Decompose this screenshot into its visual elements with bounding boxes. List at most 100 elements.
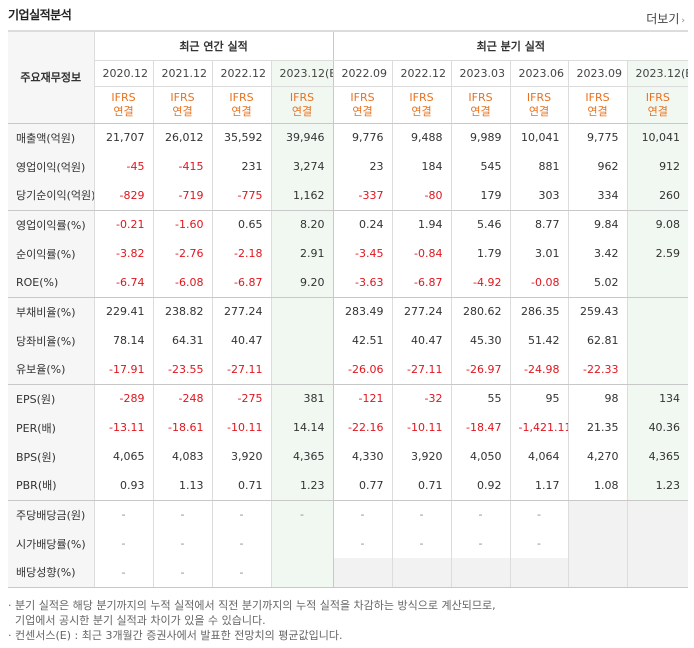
value-cell: 4,270 bbox=[567, 442, 628, 471]
value-cell: 286.35 bbox=[509, 297, 569, 326]
accounting-standard: IFRS 연결 bbox=[391, 86, 452, 124]
value-cell: - bbox=[211, 529, 271, 558]
value-cell: 134 bbox=[626, 384, 689, 413]
standard-ifrs: IFRS bbox=[645, 90, 670, 104]
table-row: ROE(%) -6.74 -6.08 -6.87 9.20 -3.63 -6.87 -4.92… bbox=[8, 268, 689, 298]
value-cell: 9.84 bbox=[567, 210, 628, 239]
value-cell: 4,330 bbox=[332, 442, 393, 471]
value-cell: -17.91 bbox=[93, 355, 153, 385]
standard-ifrs: IFRS bbox=[229, 90, 254, 104]
value-cell: 0.77 bbox=[332, 471, 393, 501]
value-cell: - bbox=[509, 500, 569, 529]
value-cell: -26.97 bbox=[450, 355, 511, 385]
value-cell: - bbox=[509, 529, 569, 558]
table-row: EPS(원) -289 -248 -275 381 -121 -32 55 95 98 134 bbox=[8, 384, 689, 413]
more-link[interactable]: 더보기 › bbox=[646, 10, 685, 27]
value-cell bbox=[626, 326, 689, 355]
value-cell: -45 bbox=[93, 152, 153, 181]
value-cell: 5.46 bbox=[450, 210, 511, 239]
value-cell: 912 bbox=[626, 152, 689, 181]
accounting-standard: IFRS 연결 bbox=[626, 86, 689, 124]
table-row: 시가배당률(%) - - - - - - - bbox=[8, 529, 689, 558]
period-header: 2023.03 bbox=[450, 60, 511, 87]
value-cell: 40.47 bbox=[211, 326, 271, 355]
value-cell: -3.82 bbox=[93, 239, 153, 268]
footnote-line: · 컨센서스(E) : 최근 3개월간 증권사에서 발표한 전망치의 평균값입니… bbox=[8, 629, 343, 642]
value-cell: 3,920 bbox=[211, 442, 271, 471]
value-cell: 1.13 bbox=[152, 471, 212, 501]
row-label: 주당배당금(원) bbox=[8, 500, 94, 529]
value-cell: 3,274 bbox=[270, 152, 334, 181]
value-cell: - bbox=[152, 558, 212, 588]
value-cell: 4,050 bbox=[450, 442, 511, 471]
period-header: 2021.12 bbox=[152, 60, 212, 87]
row-label: 영업이익(억원) bbox=[8, 152, 94, 181]
standard-ifrs: IFRS bbox=[289, 90, 315, 104]
value-cell: -248 bbox=[152, 384, 212, 413]
row-label: BPS(원) bbox=[8, 442, 94, 471]
value-cell: -23.55 bbox=[152, 355, 212, 385]
row-label: 유보율(%) bbox=[8, 355, 94, 385]
period-header: 2022.09 bbox=[332, 60, 393, 87]
standard-ifrs: IFRS bbox=[526, 90, 552, 104]
value-cell: 1.23 bbox=[626, 471, 689, 501]
financial-table: 주요재무정보 최근 연간 실적 최근 분기 실적 2020.12 2021.12 2… bbox=[8, 30, 689, 588]
value-cell: 21,707 bbox=[93, 123, 153, 152]
standard-consolidated: 연결 bbox=[528, 104, 550, 118]
value-cell: - bbox=[93, 529, 153, 558]
value-cell: 303 bbox=[509, 181, 569, 211]
value-cell: 283.49 bbox=[332, 297, 393, 326]
value-cell: -829 bbox=[93, 181, 153, 211]
value-cell bbox=[626, 297, 689, 326]
value-cell: 0.71 bbox=[391, 471, 452, 501]
row-label: 시가배당률(%) bbox=[8, 529, 94, 558]
accounting-standard: IFRS 연결 bbox=[152, 86, 212, 124]
value-cell: 21.35 bbox=[567, 413, 628, 442]
period-header: 2023.09 bbox=[567, 60, 628, 87]
value-cell: 8.20 bbox=[270, 210, 334, 239]
chevron-right-icon: › bbox=[681, 16, 685, 26]
row-label: 영업이익률(%) bbox=[8, 210, 94, 239]
value-cell bbox=[270, 529, 334, 558]
footnote-line: · 분기 실적은 해당 분기까지의 누적 실적에서 직전 분기까지의 누적 실적… bbox=[8, 599, 496, 612]
value-cell: 9,488 bbox=[391, 123, 452, 152]
value-cell: -18.61 bbox=[152, 413, 212, 442]
value-cell: 381 bbox=[270, 384, 334, 413]
value-cell: -13.11 bbox=[93, 413, 153, 442]
value-cell: -2.76 bbox=[152, 239, 212, 268]
value-cell: -2.18 bbox=[211, 239, 271, 268]
value-cell: -337 bbox=[332, 181, 393, 211]
quarter-group-header: 최근 분기 실적 bbox=[332, 31, 689, 61]
standard-consolidated: 연결 bbox=[470, 104, 491, 118]
value-cell bbox=[509, 558, 569, 588]
value-cell: -4.92 bbox=[450, 268, 511, 298]
value-cell: -275 bbox=[211, 384, 271, 413]
footnotes: · 분기 실적은 해당 분기까지의 누적 실적에서 직전 분기까지의 누적 실적… bbox=[8, 598, 688, 643]
value-cell: - bbox=[391, 529, 452, 558]
value-cell: - bbox=[332, 500, 393, 529]
standard-ifrs: IFRS bbox=[468, 90, 493, 104]
period-header: 2022.12 bbox=[211, 60, 271, 87]
value-cell: 39,946 bbox=[270, 123, 334, 152]
value-cell: 2.91 bbox=[270, 239, 334, 268]
value-cell: -3.63 bbox=[332, 268, 393, 298]
value-cell: 545 bbox=[450, 152, 511, 181]
period-header: 2020.12 bbox=[93, 60, 153, 87]
table-row: PER(배) -13.11 -18.61 -10.11 14.14 -22.16 -10.1… bbox=[8, 413, 689, 442]
value-cell: - bbox=[211, 558, 271, 588]
row-label: 순이익률(%) bbox=[8, 239, 94, 268]
value-cell: 64.31 bbox=[152, 326, 212, 355]
value-cell: -3.45 bbox=[332, 239, 393, 268]
value-cell: -415 bbox=[152, 152, 212, 181]
more-label: 더보기 bbox=[646, 12, 680, 26]
standard-consolidated: 연결 bbox=[411, 104, 432, 118]
value-cell: -10.11 bbox=[391, 413, 452, 442]
value-cell: 1,162 bbox=[270, 181, 334, 211]
value-cell bbox=[567, 500, 628, 529]
value-cell: 0.24 bbox=[332, 210, 393, 239]
value-cell: 881 bbox=[509, 152, 569, 181]
value-cell: 259.43 bbox=[567, 297, 628, 326]
value-cell: -289 bbox=[93, 384, 153, 413]
value-cell: -1.60 bbox=[152, 210, 212, 239]
value-cell: -24.98 bbox=[509, 355, 569, 385]
